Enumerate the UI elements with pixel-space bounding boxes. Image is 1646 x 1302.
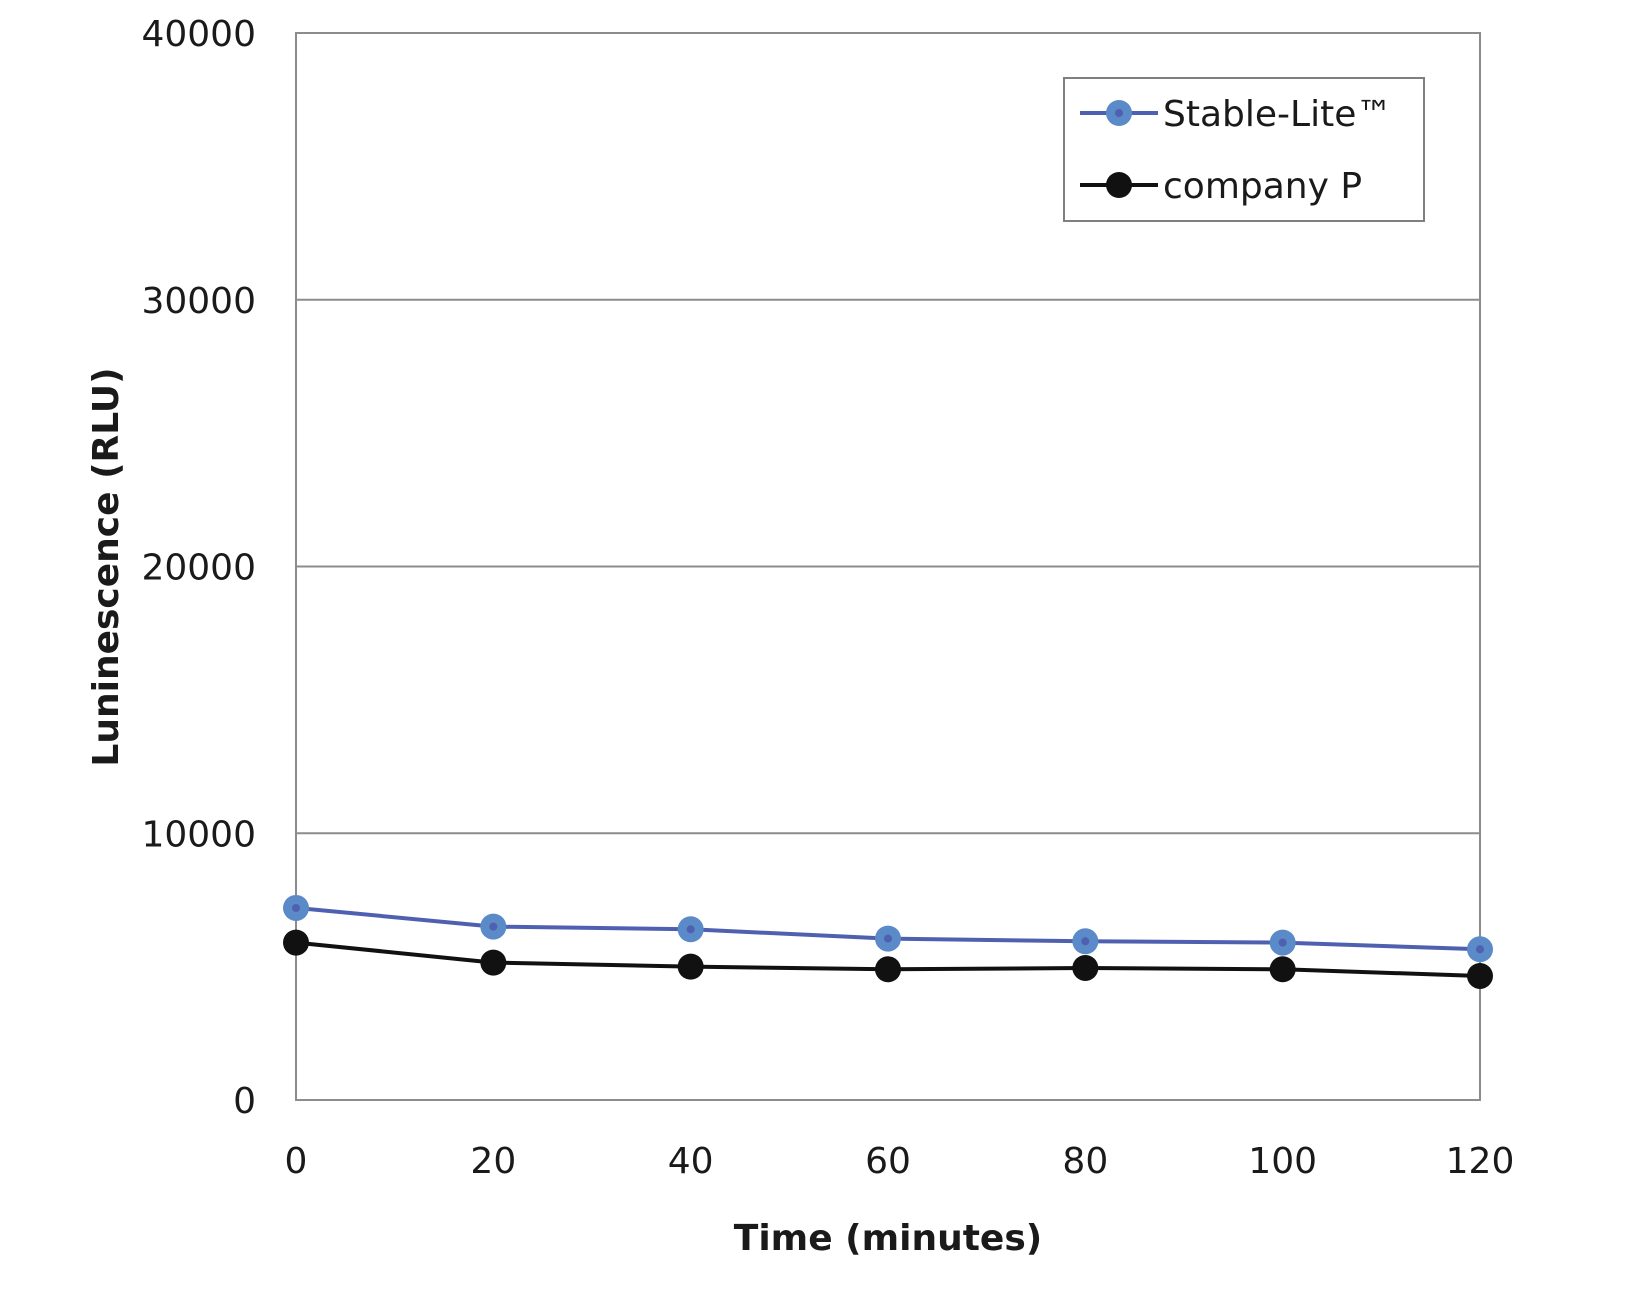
x-tick-label: 80 xyxy=(1062,1141,1108,1182)
x-axis-ticks: 0 20 40 60 80 100 120 xyxy=(285,1141,1515,1182)
data-point-center xyxy=(686,925,695,934)
legend: Stable-Lite™ company P xyxy=(1063,77,1425,222)
data-point xyxy=(1072,954,1099,981)
data-point xyxy=(875,956,901,983)
x-axis-title: Time (minutes) xyxy=(734,1218,1042,1259)
data-point-center xyxy=(884,934,892,943)
y-tick-label: 10000 xyxy=(141,814,256,855)
legend-item: company P xyxy=(1080,166,1362,207)
legend-label: Stable-Lite™ xyxy=(1163,94,1392,135)
data-point xyxy=(283,929,309,956)
y-tick-label: 0 xyxy=(233,1081,256,1122)
legend-marker-center xyxy=(1115,109,1123,117)
y-axis-title: Luninescence (RLU) xyxy=(86,367,127,766)
data-point-center xyxy=(292,903,300,912)
plot-border xyxy=(295,32,1481,1101)
series-group xyxy=(283,894,1493,989)
x-tick-label: 0 xyxy=(285,1141,308,1182)
y-tick-label: 40000 xyxy=(141,14,256,55)
x-tick-label: 120 xyxy=(1446,1141,1515,1182)
legend-item: Stable-Lite™ xyxy=(1080,94,1392,135)
x-tick-label: 40 xyxy=(668,1141,714,1182)
y-tick-label: 20000 xyxy=(141,548,256,589)
x-tick-label: 60 xyxy=(865,1141,911,1182)
legend-marker xyxy=(1106,172,1132,198)
data-point xyxy=(1269,956,1296,983)
data-point xyxy=(480,949,507,976)
y-axis-ticks: 0 10000 20000 30000 40000 xyxy=(141,14,256,1122)
x-tick-label: 100 xyxy=(1248,1141,1317,1182)
legend-label: company P xyxy=(1163,166,1362,207)
data-point-center xyxy=(1081,937,1090,946)
data-point xyxy=(677,953,704,980)
data-point-center xyxy=(1278,938,1287,947)
y-tick-label: 30000 xyxy=(141,281,256,322)
data-point-center xyxy=(1476,945,1484,954)
data-point xyxy=(1467,962,1493,989)
gridlines xyxy=(296,298,1480,835)
legend-items: Stable-Lite™ company P xyxy=(1080,94,1392,207)
data-point-center xyxy=(489,922,498,931)
series-0 xyxy=(283,894,1493,963)
x-tick-label: 20 xyxy=(470,1141,516,1182)
series-1 xyxy=(283,929,1493,989)
